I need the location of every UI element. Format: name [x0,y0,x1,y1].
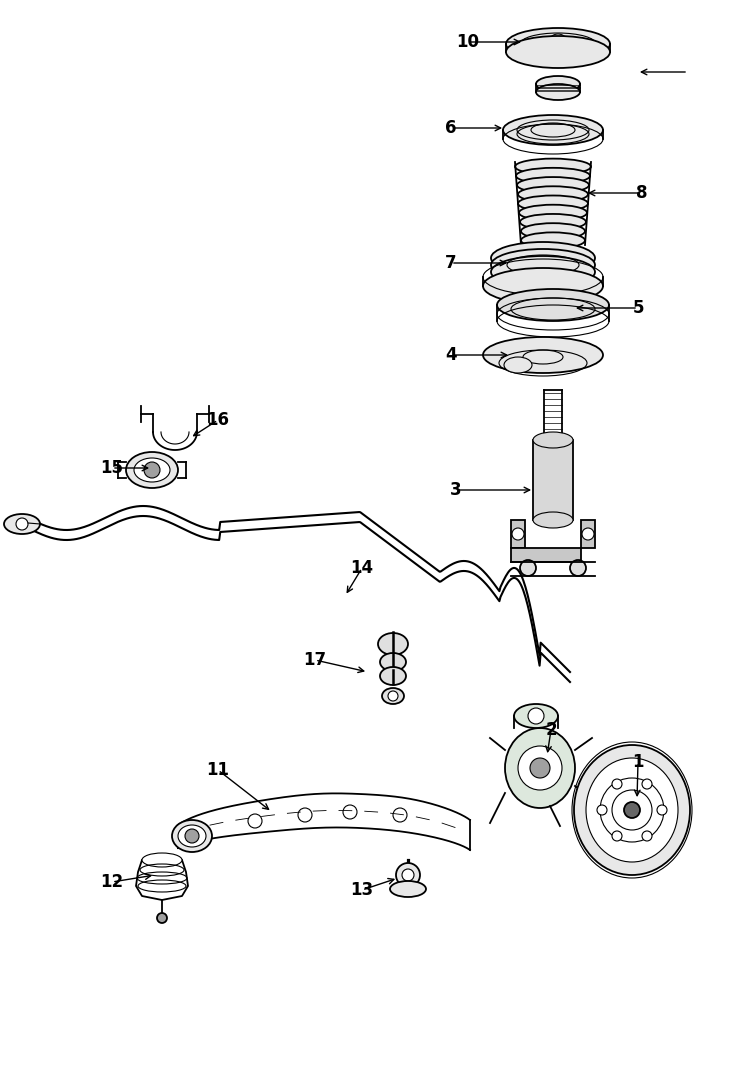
Circle shape [343,805,357,819]
Ellipse shape [178,825,206,847]
Circle shape [396,863,420,887]
Circle shape [624,802,640,819]
Text: 3: 3 [450,481,462,499]
Ellipse shape [503,115,603,145]
Ellipse shape [519,205,587,221]
Ellipse shape [172,820,212,852]
Circle shape [388,691,398,701]
Ellipse shape [390,881,426,897]
Circle shape [597,805,607,815]
Text: 17: 17 [303,651,327,669]
Bar [581,520,595,548]
Circle shape [530,758,550,778]
Ellipse shape [520,33,596,55]
Text: 12: 12 [100,873,124,891]
Ellipse shape [134,458,170,482]
Ellipse shape [142,853,182,867]
Circle shape [248,814,262,828]
Text: 15: 15 [100,459,124,477]
Circle shape [16,518,28,530]
Circle shape [402,869,414,881]
Circle shape [548,34,568,54]
Ellipse shape [491,242,595,274]
Ellipse shape [497,289,609,321]
Circle shape [512,528,524,540]
Text: 4: 4 [445,346,457,364]
Circle shape [298,808,312,822]
Text: 14: 14 [350,559,374,577]
Circle shape [612,831,622,841]
Circle shape [518,746,562,791]
Ellipse shape [536,76,580,92]
Ellipse shape [533,432,573,448]
Ellipse shape [380,653,406,671]
Ellipse shape [586,758,678,862]
Ellipse shape [517,177,589,193]
Ellipse shape [506,36,610,68]
Circle shape [185,829,199,843]
Ellipse shape [378,633,408,655]
Ellipse shape [4,514,40,534]
Ellipse shape [533,512,573,528]
Ellipse shape [521,223,585,239]
Ellipse shape [514,704,558,728]
Ellipse shape [126,452,178,488]
Bar [511,548,581,562]
Ellipse shape [516,168,590,184]
Ellipse shape [536,84,580,100]
Ellipse shape [518,196,588,211]
Circle shape [642,779,652,789]
Circle shape [642,831,652,841]
Ellipse shape [491,249,595,281]
Ellipse shape [574,745,690,875]
Ellipse shape [504,356,532,373]
Ellipse shape [506,28,610,60]
Ellipse shape [382,688,404,704]
Ellipse shape [520,214,586,230]
Circle shape [612,779,622,789]
Bar [511,520,525,548]
Ellipse shape [491,256,595,288]
Circle shape [570,560,586,576]
Text: 11: 11 [206,761,230,779]
Ellipse shape [515,158,591,174]
Text: 7: 7 [445,254,457,272]
Text: 8: 8 [636,184,648,202]
Ellipse shape [483,337,603,373]
Ellipse shape [380,667,406,685]
Circle shape [157,913,167,923]
Circle shape [528,708,544,724]
Text: 13: 13 [350,881,374,899]
Ellipse shape [521,233,585,249]
Circle shape [144,462,160,478]
Circle shape [393,808,407,822]
Circle shape [657,805,667,815]
Circle shape [582,528,594,540]
Text: 1: 1 [632,753,644,771]
Bar [533,440,573,520]
Text: 10: 10 [456,33,480,51]
Circle shape [520,560,536,576]
Text: 16: 16 [206,411,230,429]
Ellipse shape [483,268,603,304]
Text: 6: 6 [445,118,457,137]
Ellipse shape [518,186,588,202]
Text: 2: 2 [545,721,557,739]
Text: 5: 5 [632,299,644,317]
Ellipse shape [505,728,575,808]
